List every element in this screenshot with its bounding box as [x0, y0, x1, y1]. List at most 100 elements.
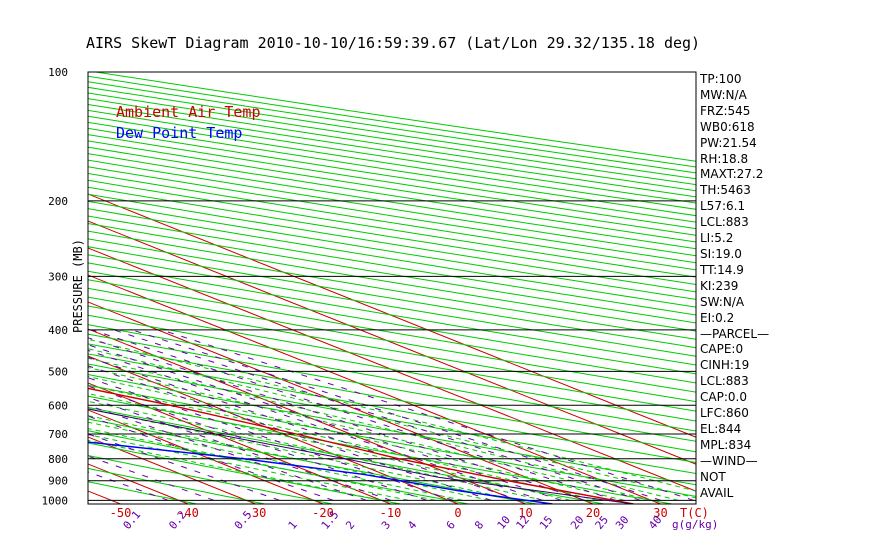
mixing-ratio-line — [88, 349, 543, 501]
dewpoint-line — [88, 441, 553, 504]
dry-adiabat — [88, 455, 333, 504]
stat-wind-avail: AVAIL — [700, 485, 734, 500]
stat-si: SI:19.0 — [700, 246, 742, 261]
dry-adiabat — [88, 384, 696, 497]
chart-title: AIRS SkewT Diagram 2010-10-10/16:59:39.6… — [86, 34, 701, 52]
pressure-tick-label: 600 — [48, 399, 68, 412]
dry-adiabat — [88, 305, 696, 412]
bottom-temp-tick-label: -50 — [110, 506, 132, 520]
moist-adiabat — [88, 428, 436, 501]
mixing-ratio-line — [161, 329, 694, 501]
stat-wb0: WB0:618 — [700, 119, 755, 134]
dry-adiabat — [88, 166, 696, 264]
mixing-ratio-label: 1 — [286, 518, 300, 531]
mixing-ratio-line — [88, 455, 215, 501]
dry-adiabat — [88, 200, 696, 300]
moist-adiabat — [88, 393, 571, 501]
dry-adiabat — [88, 343, 696, 453]
pressure-tick-label: 800 — [48, 453, 68, 466]
stat-mw: MW:N/A — [700, 87, 747, 102]
dry-adiabat — [88, 467, 265, 504]
stat-pw: PW:21.54 — [700, 135, 757, 150]
mixing-ratio-label: 6 — [444, 518, 458, 531]
dry-adiabat — [88, 186, 696, 285]
mixing-ratio-line — [131, 329, 661, 501]
bottom-temp-tick-label: -20 — [312, 506, 334, 520]
bottom-temp-tick-label: 20 — [586, 506, 600, 520]
pressure-tick-label: 100 — [48, 66, 68, 79]
stat-l57: L57:6.1 — [700, 199, 746, 214]
stat-parcel-lcl: LCL:883 — [700, 374, 749, 389]
ambient-temp-line — [88, 387, 634, 504]
stat-parcel-header: —PARCEL— — [700, 326, 770, 341]
dry-adiabat — [88, 153, 696, 250]
stat-wind-not: NOT — [700, 469, 726, 484]
mixing-ratio-line — [91, 329, 616, 501]
mixing-ratio-line — [88, 404, 367, 501]
dry-adiabat — [88, 222, 696, 324]
mixing-ratio-line — [88, 377, 454, 501]
mixing-ratio-label: 15 — [537, 513, 555, 532]
isotherm-line — [88, 220, 696, 465]
stat-ki: KI:239 — [700, 278, 739, 293]
bottom-temp-tick-label: 0 — [454, 506, 461, 520]
stat-mpl: MPL:834 — [700, 437, 752, 452]
isotherm-line — [88, 328, 526, 504]
bottom-temp-tick-label: -40 — [177, 506, 199, 520]
stat-lcl: LCL:883 — [700, 215, 749, 230]
dry-adiabat — [88, 159, 696, 257]
pressure-tick-label: 1000 — [42, 494, 69, 507]
pressure-tick-label: 900 — [48, 475, 68, 488]
stat-maxt: MAXT:27.2 — [700, 167, 764, 182]
dry-adiabat — [88, 363, 696, 475]
stat-tp: TP:100 — [700, 72, 742, 86]
plot-frame — [87, 71, 697, 505]
bottom-temp-tick-label: 10 — [518, 506, 532, 520]
stat-cinh: CINH:19 — [700, 358, 750, 373]
stat-frz: FRZ:545 — [700, 103, 751, 118]
isotherm-line — [88, 193, 696, 438]
mixing-ratio-unit: g(g/kg) — [672, 518, 718, 531]
dry-adiabat — [88, 208, 696, 308]
isotherm-line — [88, 247, 696, 492]
dry-adiabat — [88, 353, 696, 464]
isotherm-line — [88, 301, 594, 504]
stat-sw: SW:N/A — [700, 294, 745, 309]
pressure-tick-label: 700 — [48, 428, 68, 441]
isotherm-line — [88, 382, 391, 504]
mixing-ratio-label: 10 — [495, 513, 513, 532]
stat-tt: TT:14.9 — [700, 262, 744, 277]
stat-ei: EI:0.2 — [700, 310, 735, 325]
dry-adiabat — [88, 172, 696, 271]
dry-adiabat — [88, 442, 401, 504]
bottom-axis-unit: T(C) — [680, 506, 709, 520]
pressure-tick-label: 400 — [48, 324, 68, 337]
dry-adiabat — [88, 314, 696, 422]
dry-adiabat — [88, 406, 605, 504]
mixing-ratio-line — [88, 396, 392, 501]
dry-adiabat — [88, 215, 696, 316]
parcel-line — [88, 408, 634, 504]
stat-li: LI:5.2 — [700, 231, 734, 246]
stat-rh: RH:18.8 — [700, 151, 749, 166]
stat-cap: CAP:0.0 — [700, 390, 747, 405]
mixing-ratio-line — [88, 415, 334, 501]
stat-th: TH:5463 — [700, 183, 751, 198]
moist-adiabat — [88, 338, 696, 492]
dry-adiabat — [88, 296, 696, 403]
mixing-ratio-label: 20 — [568, 513, 586, 532]
dry-adiabat — [88, 333, 696, 442]
isotherm-line — [0, 72, 53, 504]
y-axis-label: PRESSURE (MB) — [71, 239, 85, 333]
mixing-ratio-label: 3 — [379, 518, 393, 531]
bottom-temp-tick-label: -30 — [245, 506, 267, 520]
stat-cape: CAPE:0 — [700, 342, 744, 357]
dry-adiabat — [88, 373, 696, 486]
dry-adiabat — [88, 230, 696, 332]
legend-ambient: Ambient Air Temp — [116, 103, 261, 121]
dry-adiabat — [88, 179, 696, 278]
moist-adiabat — [88, 400, 544, 501]
stat-el: EL:844 — [700, 421, 742, 436]
bottom-temp-tick-label: 30 — [653, 506, 667, 520]
